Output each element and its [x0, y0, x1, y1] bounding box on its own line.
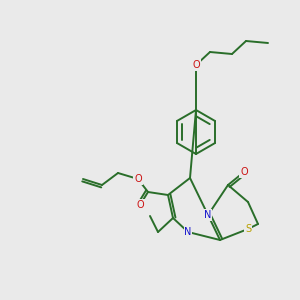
Text: N: N — [204, 210, 212, 220]
Text: N: N — [184, 227, 192, 237]
Text: O: O — [192, 60, 200, 70]
Text: O: O — [136, 200, 144, 210]
Text: O: O — [240, 167, 248, 177]
Text: S: S — [245, 224, 251, 234]
Text: O: O — [134, 174, 142, 184]
